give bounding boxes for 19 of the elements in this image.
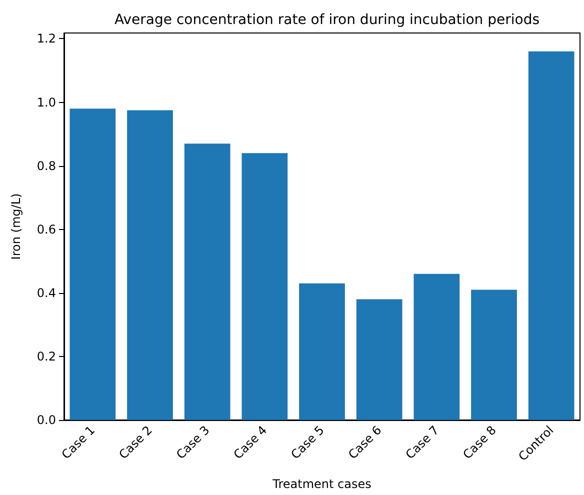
chart-title: Average concentration rate of iron during incubation periods — [114, 12, 540, 28]
y-tick-label: 0.8 — [36, 158, 56, 173]
y-tick-label: 0.4 — [36, 286, 56, 300]
bar — [414, 274, 460, 420]
y-tick-label: 0.2 — [36, 349, 56, 364]
y-axis-title: Iron (mg/L) — [9, 193, 23, 260]
y-tick-label: 0.0 — [36, 413, 56, 427]
bar — [299, 283, 345, 420]
bar — [184, 144, 230, 420]
y-tick-label: 0.6 — [36, 222, 56, 236]
x-axis-title: Treatment cases — [272, 477, 372, 491]
bar — [70, 108, 116, 420]
bar — [356, 299, 402, 420]
bar — [471, 290, 517, 420]
bar — [528, 51, 574, 420]
bar — [127, 110, 173, 420]
bar — [242, 153, 288, 420]
y-tick-label: 1.0 — [36, 95, 56, 110]
y-tick-label: 1.2 — [36, 32, 56, 46]
